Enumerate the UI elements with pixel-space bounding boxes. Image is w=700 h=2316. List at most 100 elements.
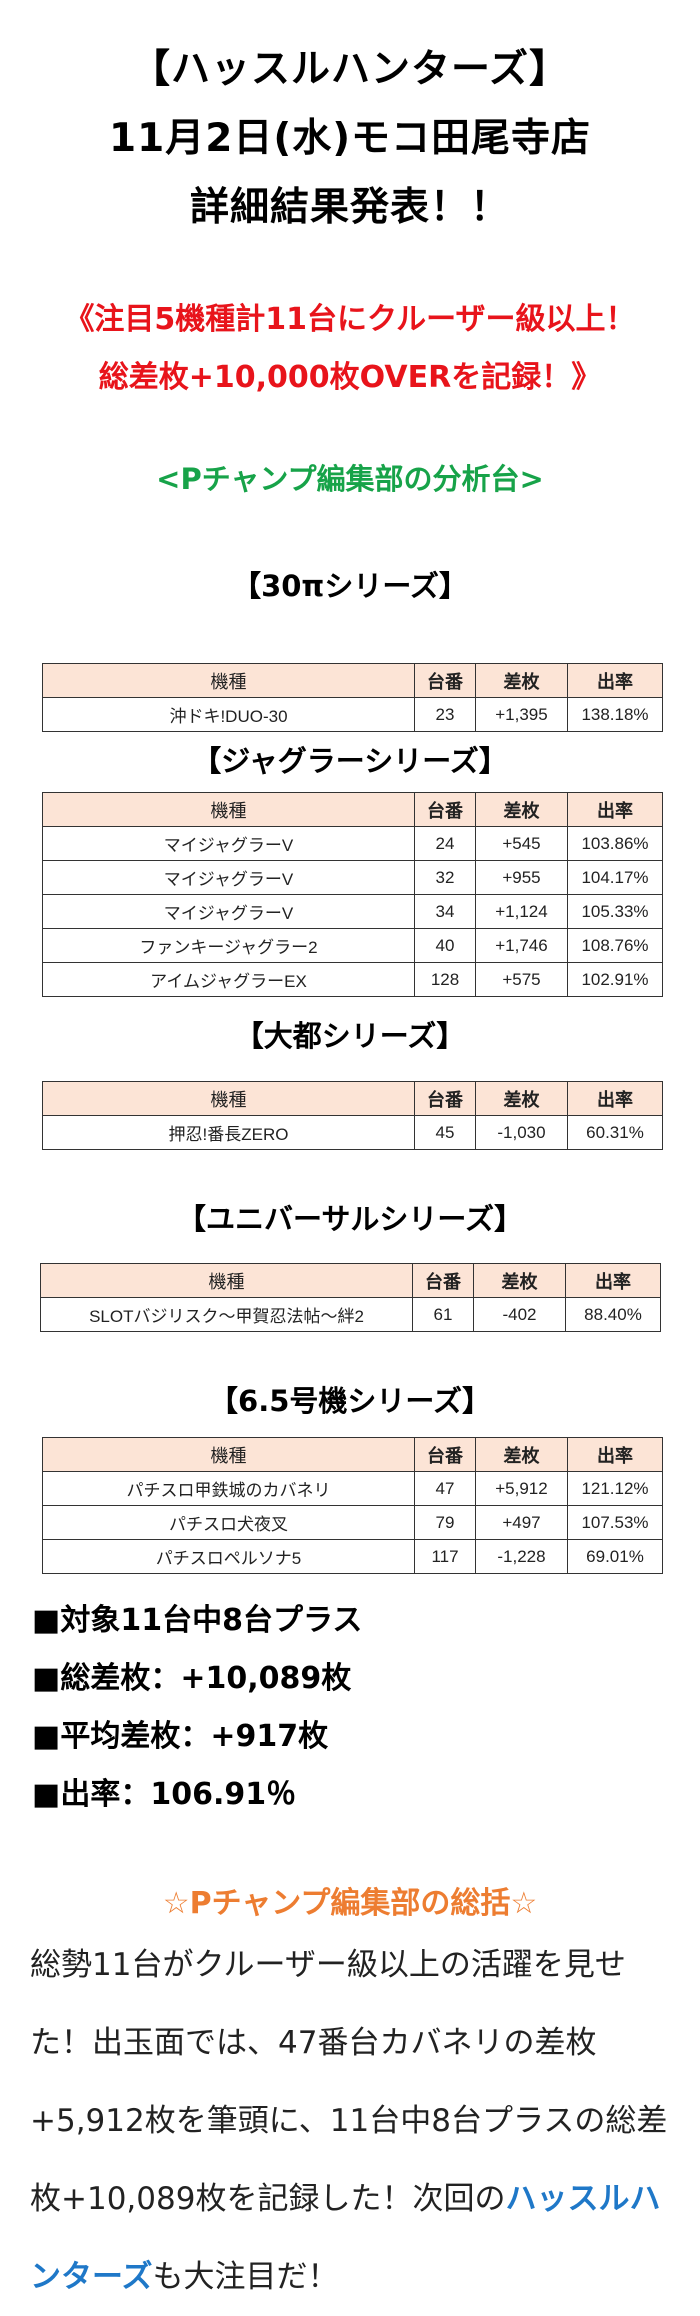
table-header-row: 機種 台番 差枚 出率 [42, 663, 663, 698]
cell-rate: 88.40% [565, 1297, 661, 1332]
cell-rate: 107.53% [567, 1505, 663, 1540]
table-row: アイムジャグラーEX 128 +575 102.91% [42, 962, 663, 997]
series-title-6-5: 【6.5号機シリーズ】 [209, 1384, 491, 1418]
table-30pi-series: 機種 台番 差枚 出率 沖ドキ!DUO-30 23 +1,395 138.18% [42, 663, 663, 732]
table-row: マイジャグラーV 32 +955 104.17% [42, 860, 663, 895]
cell-unit: 23 [414, 697, 476, 732]
cell-rate: 60.31% [567, 1115, 663, 1150]
cell-model: パチスロペルソナ5 [42, 1539, 415, 1574]
cell-diff: -1,228 [475, 1539, 568, 1574]
table-row: パチスロ甲鉄城のカバネリ 47 +5,912 121.12% [42, 1471, 663, 1506]
header-diff: 差枚 [473, 1263, 566, 1298]
header-rate: 出率 [567, 663, 663, 698]
cell-diff: -1,030 [475, 1115, 568, 1150]
cell-unit: 117 [414, 1539, 476, 1574]
cell-rate: 105.33% [567, 894, 663, 929]
header-model: 機種 [42, 1437, 415, 1472]
stats-block: ■対象11台中8台プラス ■総差枚：+10,089枚 ■平均差枚：+917枚 ■… [32, 1592, 362, 1824]
summary-title: ☆Pチャンプ編集部の総括☆ [162, 1886, 538, 1921]
table-row: ファンキージャグラー2 40 +1,746 108.76% [42, 928, 663, 963]
cell-diff: +497 [475, 1505, 568, 1540]
stat-average-diff: ■平均差枚：+917枚 [32, 1719, 329, 1754]
cell-diff: +575 [475, 962, 568, 997]
cell-model: パチスロ犬夜叉 [42, 1505, 415, 1540]
cell-model: SLOTバジリスク～甲賀忍法帖～絆2 [40, 1297, 413, 1332]
cell-rate: 121.12% [567, 1471, 663, 1506]
table-row: パチスロペルソナ5 117 -1,228 69.01% [42, 1539, 663, 1574]
cell-rate: 108.76% [567, 928, 663, 963]
table-row: SLOTバジリスク～甲賀忍法帖～絆2 61 -402 88.40% [40, 1297, 661, 1332]
cell-unit: 61 [412, 1297, 474, 1332]
table-6-5-series: 機種 台番 差枚 出率 パチスロ甲鉄城のカバネリ 47 +5,912 121.1… [42, 1437, 663, 1574]
cell-unit: 128 [414, 962, 476, 997]
table-daito-series: 機種 台番 差枚 出率 押忍!番長ZERO 45 -1,030 60.31% [42, 1081, 663, 1150]
series-title-30pi: 【30πシリーズ】 [232, 569, 468, 603]
page-title-date-store: 11月2日(水)モコ田尾寺店 [108, 116, 592, 161]
cell-model: パチスロ甲鉄城のカバネリ [42, 1471, 415, 1506]
table-header-row: 機種 台番 差枚 出率 [42, 1081, 663, 1116]
summary-text-end: も大注目だ！ [152, 2259, 339, 2295]
header-unit: 台番 [414, 1081, 476, 1116]
header-model: 機種 [40, 1263, 413, 1298]
cell-rate: 104.17% [567, 860, 663, 895]
headline-line-1: 《注目5機種計11台にクルーザー級以上！ [64, 302, 636, 337]
cell-rate: 103.86% [567, 826, 663, 861]
header-rate: 出率 [567, 1081, 663, 1116]
headline-line-2: 総差枚+10,000枚OVERを記録！》 [98, 360, 602, 395]
cell-model: マイジャグラーV [42, 860, 415, 895]
cell-unit: 32 [414, 860, 476, 895]
header-diff: 差枚 [475, 1081, 568, 1116]
cell-rate: 69.01% [567, 1539, 663, 1574]
cell-rate: 102.91% [567, 962, 663, 997]
summary-body: 総勢11台がクルーザー級以上の活躍を見せた！出玉面では、47番台カバネリの差枚+… [30, 1926, 675, 2316]
cell-diff: +1,124 [475, 894, 568, 929]
header-rate: 出率 [565, 1263, 661, 1298]
cell-unit: 47 [414, 1471, 476, 1506]
header-diff: 差枚 [475, 792, 568, 827]
table-header-row: 機種 台番 差枚 出率 [42, 1437, 663, 1472]
stat-plus-count: ■対象11台中8台プラス [32, 1603, 363, 1638]
cell-diff: +1,395 [475, 697, 568, 732]
table-universal-series: 機種 台番 差枚 出率 SLOTバジリスク～甲賀忍法帖～絆2 61 -402 8… [40, 1263, 661, 1332]
cell-unit: 24 [414, 826, 476, 861]
table-row: マイジャグラーV 34 +1,124 105.33% [42, 894, 663, 929]
summary-text: 総勢11台がクルーザー級以上の活躍を見せた！出玉面では、47番台カバネリの差枚+… [30, 1947, 668, 2217]
cell-diff: -402 [473, 1297, 566, 1332]
series-title-daito: 【大都シリーズ】 [234, 1019, 466, 1053]
stat-total-diff: ■総差枚：+10,089枚 [32, 1661, 352, 1696]
cell-rate: 138.18% [567, 697, 663, 732]
header-model: 機種 [42, 663, 415, 698]
cell-model: 押忍!番長ZERO [42, 1115, 415, 1150]
cell-diff: +5,912 [475, 1471, 568, 1506]
header-unit: 台番 [412, 1263, 474, 1298]
cell-model: ファンキージャグラー2 [42, 928, 415, 963]
cell-model: アイムジャグラーEX [42, 962, 415, 997]
cell-model: マイジャグラーV [42, 894, 415, 929]
cell-unit: 45 [414, 1115, 476, 1150]
header-model: 機種 [42, 792, 415, 827]
table-row: マイジャグラーV 24 +545 103.86% [42, 826, 663, 861]
page-title-results: 詳細結果発表！！ [189, 185, 510, 230]
header-rate: 出率 [567, 792, 663, 827]
table-header-row: 機種 台番 差枚 出率 [40, 1263, 661, 1298]
series-title-universal: 【ユニバーサルシリーズ】 [177, 1202, 523, 1236]
table-row: 押忍!番長ZERO 45 -1,030 60.31% [42, 1115, 663, 1150]
table-header-row: 機種 台番 差枚 出率 [42, 792, 663, 827]
header-rate: 出率 [567, 1437, 663, 1472]
cell-unit: 34 [414, 894, 476, 929]
table-juggler-series: 機種 台番 差枚 出率 マイジャグラーV 24 +545 103.86% マイジ… [42, 792, 663, 997]
cell-unit: 79 [414, 1505, 476, 1540]
header-unit: 台番 [414, 1437, 476, 1472]
series-title-juggler: 【ジャグラーシリーズ】 [192, 744, 508, 778]
cell-model: マイジャグラーV [42, 826, 415, 861]
analysis-label: <Pチャンプ編集部の分析台> [156, 462, 544, 496]
header-unit: 台番 [414, 663, 476, 698]
table-row: パチスロ犬夜叉 79 +497 107.53% [42, 1505, 663, 1540]
page-title-event: 【ハッスルハンターズ】 [130, 47, 570, 92]
header-diff: 差枚 [475, 1437, 568, 1472]
header-diff: 差枚 [475, 663, 568, 698]
cell-unit: 40 [414, 928, 476, 963]
header-unit: 台番 [414, 792, 476, 827]
table-row: 沖ドキ!DUO-30 23 +1,395 138.18% [42, 697, 663, 732]
cell-diff: +955 [475, 860, 568, 895]
